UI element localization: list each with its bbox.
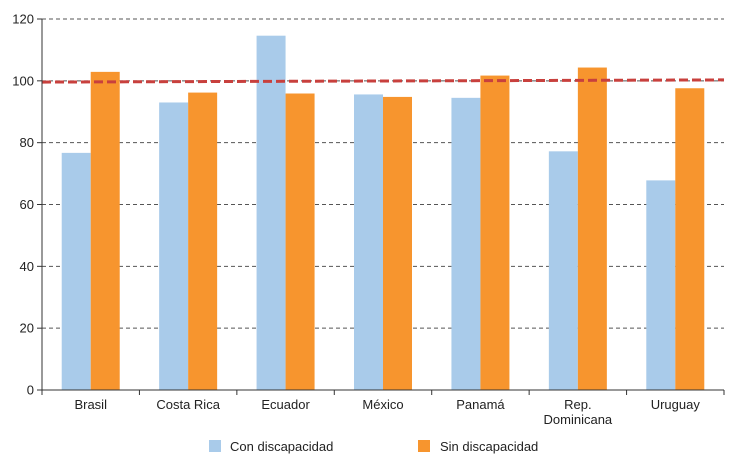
y-tick-label: 60 [20, 197, 34, 212]
bar-sin-discapacidad-2 [285, 93, 315, 391]
bar-con-discapacidad-5 [548, 151, 578, 390]
y-tick-labels: 0 20 40 60 80 100 120 [12, 12, 42, 398]
reference-line [41, 78, 725, 84]
x-category-label: México [362, 397, 403, 412]
legend: Con discapacidad Sin discapacidad [209, 439, 538, 454]
x-category-label: Panamá [456, 397, 505, 412]
x-category-labels: Brasil Costa Rica Ecuador México Panamá Rep. D… [74, 397, 700, 427]
x-category-label: Ecuador [261, 397, 310, 412]
bar-sin-discapacidad-5 [577, 67, 607, 390]
legend-label-con-discapacidad: Con discapacidad [230, 439, 333, 454]
bar-sin-discapacidad-3 [383, 96, 412, 390]
bar-con-discapacidad-1 [159, 102, 189, 390]
legend-label-sin-discapacidad: Sin discapacidad [440, 439, 538, 454]
bar-con-discapacidad-3 [354, 94, 383, 390]
y-tick-label: 20 [20, 321, 34, 336]
bar-sin-discapacidad-4 [480, 75, 510, 390]
bar-con-discapacidad-2 [256, 35, 286, 390]
bars [61, 35, 705, 391]
y-tick-label: 80 [20, 135, 34, 150]
y-tick-label: 100 [12, 73, 34, 88]
x-category-label: Uruguay [651, 397, 701, 412]
gridlines [42, 18, 724, 329]
bar-sin-discapacidad-1 [188, 92, 218, 390]
legend-swatch-con-discapacidad [209, 440, 221, 452]
legend-swatch-sin-discapacidad [418, 440, 430, 452]
bar-con-discapacidad-4 [451, 97, 481, 391]
y-tick-label: 120 [12, 12, 34, 27]
bar-con-discapacidad-6 [646, 180, 676, 390]
x-category-label: Brasil [74, 397, 107, 412]
reference-line-group [41, 78, 725, 84]
y-tick-label: 40 [20, 259, 34, 274]
y-tick-label: 0 [27, 383, 34, 398]
bar-con-discapacidad-0 [61, 152, 91, 390]
x-category-label: Costa Rica [156, 397, 220, 412]
x-category-label: Rep. Dominicana [544, 397, 613, 427]
bar-sin-discapacidad-6 [675, 88, 705, 391]
bar-sin-discapacidad-0 [90, 71, 120, 391]
